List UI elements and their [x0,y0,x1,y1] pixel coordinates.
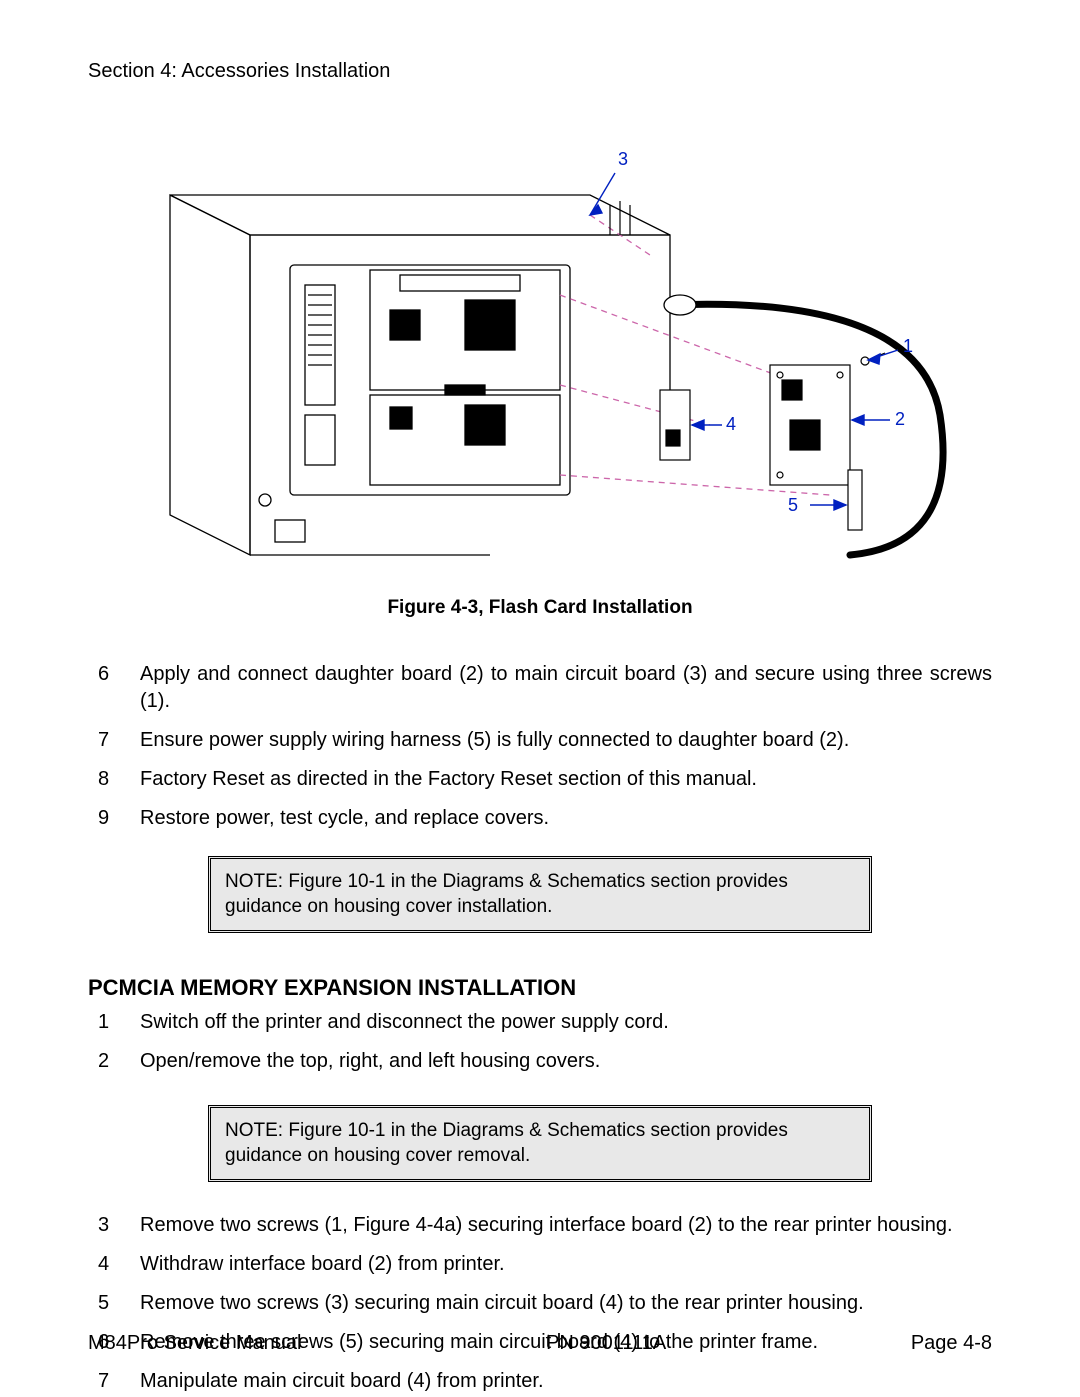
subheading-pcmcia: PCMCIA MEMORY EXPANSION INSTALLATION [88,973,992,1003]
step-text: Remove two screws (1, Figure 4-4a) secur… [140,1212,992,1239]
step-number: 6 [88,661,140,715]
footer-right: Page 4-8 [911,1330,992,1357]
step-number: 5 [88,1290,140,1317]
step-number: 1 [88,1009,140,1036]
step-number: 8 [88,766,140,793]
footer-left: M84Pro Service Manual [88,1330,301,1357]
step-number: 3 [88,1212,140,1239]
step-text: Open/remove the top, right, and left hou… [140,1048,992,1075]
step-text: Remove two screws (3) securing main circ… [140,1290,992,1317]
page-footer: M84Pro Service Manual PN 9001111A Page 4… [88,1330,992,1357]
callout-4: 4 [726,412,736,436]
step-number: 9 [88,805,140,832]
steps-list-b: 1Switch off the printer and disconnect t… [88,1009,992,1075]
note-box: NOTE: Figure 10-1 in the Diagrams & Sche… [208,1105,872,1182]
callout-1: 1 [903,334,913,358]
step-text: Withdraw interface board (2) from printe… [140,1251,992,1278]
step-text: Manipulate main circuit board (4) from p… [140,1368,992,1395]
step-text: Apply and connect daughter board (2) to … [140,661,992,715]
footer-center: PN 9001111A [546,1330,666,1357]
callout-2: 2 [895,407,905,431]
page: Section 4: Accessories Installation [0,0,1080,1397]
diagram-svg [88,135,992,565]
callout-3: 3 [618,147,628,171]
step-number: 7 [88,1368,140,1395]
step-number: 4 [88,1251,140,1278]
steps-list-a: 6Apply and connect daughter board (2) to… [88,661,992,832]
callout-5: 5 [788,493,798,517]
step-number: 7 [88,727,140,754]
steps-list-c: 3Remove two screws (1, Figure 4-4a) secu… [88,1212,992,1395]
step-text: Restore power, test cycle, and replace c… [140,805,992,832]
step-text: Ensure power supply wiring harness (5) i… [140,727,992,754]
note-box: NOTE: Figure 10-1 in the Diagrams & Sche… [208,856,872,933]
step-text: Switch off the printer and disconnect th… [140,1009,992,1036]
figure-flash-card-installation: 3 1 2 4 5 [88,135,992,565]
figure-caption: Figure 4-3, Flash Card Installation [88,595,992,621]
step-text: Factory Reset as directed in the Factory… [140,766,992,793]
section-header: Section 4: Accessories Installation [88,58,992,85]
step-number: 2 [88,1048,140,1075]
